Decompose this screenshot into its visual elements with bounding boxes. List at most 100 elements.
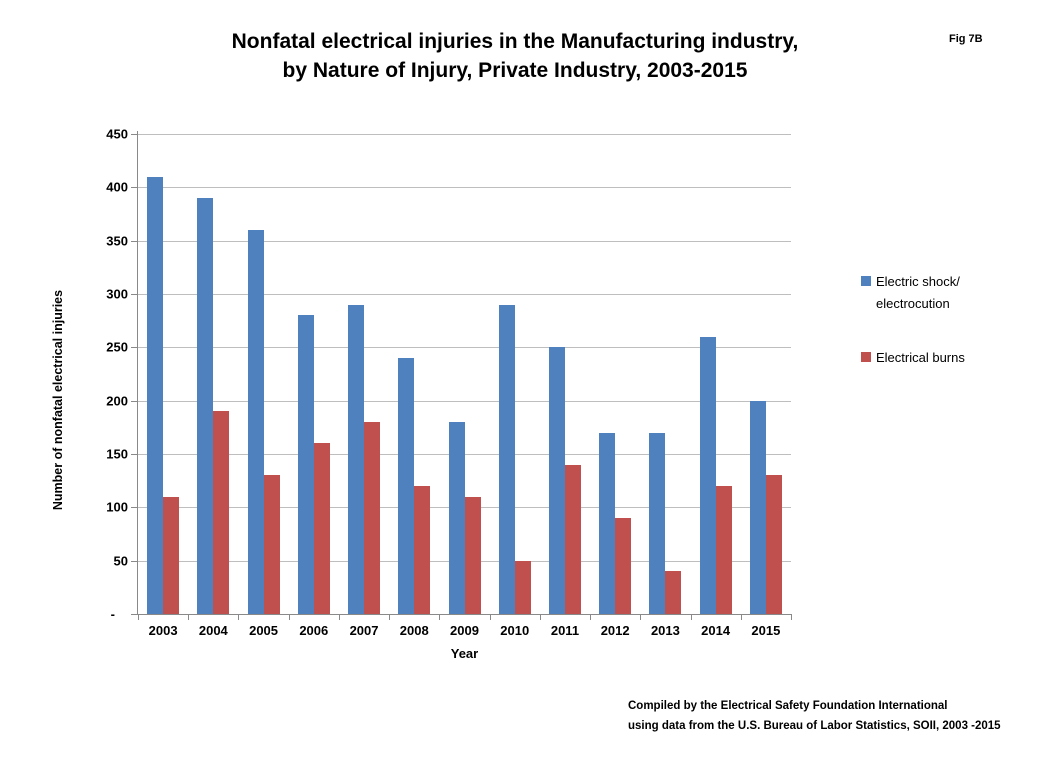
x-tick-label-2015: 2015 [751, 623, 781, 638]
bar-2011-shock [548, 347, 565, 614]
x-axis-title: Year [450, 646, 479, 661]
bar-2012-shock [599, 432, 616, 614]
legend-label-line1: Electric shock/ [876, 274, 960, 289]
y-tick-label-250: 250 [106, 339, 128, 355]
chart-title: Nonfatal electrical injuries in the Manu… [0, 27, 1030, 85]
gridline-400 [138, 187, 791, 189]
chart-title-line2: by Nature of Injury, Private Industry, 2… [282, 59, 748, 82]
x-axis-line [137, 614, 792, 615]
bar-2007-shock [348, 304, 365, 614]
x-tick-label-2004: 2004 [198, 623, 228, 638]
y-axis-line [137, 131, 138, 615]
x-tick-label-2006: 2006 [299, 623, 329, 638]
figure-label: Fig 7B [949, 33, 983, 45]
bar-2010-burns [514, 560, 531, 614]
y-tick-150 [131, 454, 138, 455]
x-tick-label-2013: 2013 [650, 623, 680, 638]
bar-2009-shock [448, 422, 465, 614]
x-tick-0 [138, 615, 139, 620]
bar-2014-burns [715, 486, 732, 614]
bar-2008-burns [414, 486, 431, 614]
y-tick-300 [131, 294, 138, 295]
bar-2003-shock [147, 176, 164, 614]
x-tick-label-2008: 2008 [399, 623, 429, 638]
x-tick-5 [389, 615, 391, 620]
bar-2012-burns [615, 518, 632, 614]
x-axis-labels: 2003 2004 2005 2006 2007 2008 2009 2010 2011 2012… [138, 623, 791, 641]
y-tick-label-100: 100 [106, 499, 128, 515]
y-tick-400 [131, 187, 138, 189]
bar-2009-burns [464, 496, 481, 614]
gridline-450 [138, 134, 791, 135]
x-tick-6 [439, 615, 441, 620]
x-tick-9 [590, 615, 592, 620]
bar-2014-shock [699, 336, 716, 614]
bar-2011-burns [564, 464, 581, 614]
y-tick-100 [131, 507, 138, 509]
x-tick-label-2010: 2010 [500, 623, 530, 638]
x-tick-label-2014: 2014 [701, 623, 731, 638]
source-note-line1: Compiled by the Electrical Safety Founda… [628, 700, 948, 712]
y-tick-250 [131, 347, 138, 349]
bar-2004-shock [197, 198, 214, 614]
x-tick-11 [690, 615, 692, 620]
bar-2004-burns [213, 411, 230, 614]
y-tick-label-200: 200 [106, 393, 128, 409]
y-tick-label-0: - [110, 606, 115, 622]
legend-item-shock: Electric shock/electrocution [861, 271, 965, 314]
y-tick-label-400: 400 [106, 179, 128, 195]
x-tick-label-2005: 2005 [249, 623, 279, 638]
x-tick-3 [288, 615, 290, 620]
x-tick-10 [640, 615, 642, 620]
x-tick-label-2007: 2007 [349, 623, 379, 638]
y-tick-label-350: 350 [106, 233, 128, 249]
y-tick-label-450: 450 [106, 126, 128, 142]
bar-2013-shock [649, 432, 666, 614]
bar-2008-shock [398, 358, 415, 614]
bar-2015-shock [749, 400, 766, 614]
legend-item-burns: Electrical burns [861, 347, 965, 369]
x-tick-label-2011: 2011 [550, 623, 580, 638]
gridline-250 [138, 347, 791, 349]
y-axis-title: Number of nonfatal electrical injuries [51, 289, 65, 511]
legend-label-line1: Electrical burns [876, 350, 965, 365]
x-tick-4 [338, 615, 340, 620]
bar-2010-shock [498, 304, 515, 614]
x-tick-1 [188, 615, 190, 620]
gridline-350 [138, 240, 791, 242]
legend: Electric shock/electrocution Electrical b… [861, 271, 965, 402]
y-tick-label-150: 150 [106, 446, 128, 462]
y-tick-200 [131, 400, 138, 402]
bar-2005-shock [247, 230, 264, 614]
bar-2003-burns [163, 496, 180, 614]
bar-2007-burns [364, 422, 381, 614]
bar-2013-burns [665, 571, 682, 614]
source-note-line2: using data from the U.S. Bureau of Labor… [628, 720, 1001, 732]
y-tick-label-50: 50 [113, 553, 128, 569]
y-tick-label-300: 300 [106, 286, 128, 302]
legend-swatch-shock [861, 276, 871, 286]
x-tick-7 [489, 615, 491, 620]
y-tick-350 [131, 240, 138, 242]
x-tick-12 [740, 615, 742, 620]
y-tick-0 [131, 614, 138, 615]
legend-label-line2: electrocution [876, 295, 950, 311]
x-tick-label-2012: 2012 [600, 623, 630, 638]
x-tick-label-2003: 2003 [148, 623, 178, 638]
y-tick-450 [131, 134, 138, 135]
gridline-200 [138, 400, 791, 402]
x-tick-13 [791, 615, 792, 620]
x-tick-2 [238, 615, 240, 620]
bar-2015-burns [765, 475, 782, 614]
bar-2006-shock [297, 315, 314, 614]
chart-title-line1: Nonfatal electrical injuries in the Manu… [231, 30, 799, 53]
bar-2005-burns [263, 475, 280, 614]
bar-2006-burns [313, 443, 330, 614]
x-tick-label-2009: 2009 [450, 623, 479, 638]
legend-swatch-burns [861, 352, 871, 362]
source-note: Compiled by the Electrical Safety Founda… [628, 696, 1001, 736]
gridline-150 [138, 454, 791, 455]
plot-area [138, 134, 791, 614]
x-tick-8 [539, 615, 541, 620]
